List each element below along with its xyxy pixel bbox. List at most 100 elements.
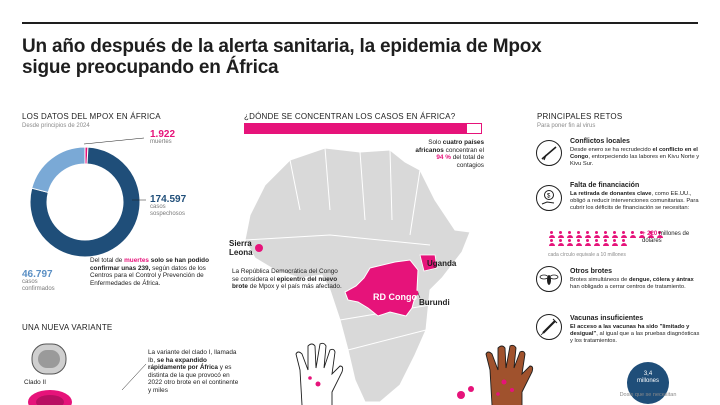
reto-1-title: Falta de financiación bbox=[570, 182, 640, 189]
money-person-icon bbox=[593, 239, 600, 246]
reto-2-desc-b: dengue, cólera y ántrax bbox=[628, 277, 694, 283]
money-unit: millones de dólares bbox=[642, 231, 690, 244]
money-person-icon bbox=[566, 231, 573, 238]
callout-c: concentran el bbox=[443, 146, 484, 154]
money-person-icon bbox=[656, 231, 663, 238]
sospechosos-label: casos sospechosos bbox=[150, 203, 186, 217]
note-muertes: muertes bbox=[124, 257, 149, 264]
pct-bar-fill bbox=[245, 124, 467, 133]
money-person-icon bbox=[638, 231, 645, 238]
note-post: solo se han podido confirmar unas 239, bbox=[90, 257, 209, 272]
money-person-icon bbox=[620, 239, 627, 246]
variante-text: La variante del clado I, llamada Ib, se … bbox=[148, 349, 240, 395]
page-title: Un año después de la alerta sanitaria, l… bbox=[22, 36, 542, 78]
burundi-dot bbox=[413, 290, 419, 296]
money-person-icon bbox=[629, 231, 636, 238]
money-person-icon bbox=[584, 231, 591, 238]
reto-0-desc-a: Desde enero se ha recrudecido bbox=[570, 147, 653, 153]
money-stat: + 220 millones de dólares bbox=[642, 231, 692, 245]
money-person-icon bbox=[611, 231, 618, 238]
hand-icon bbox=[295, 342, 344, 405]
label-uganda: Uganda bbox=[427, 259, 457, 268]
vac-unit: millones bbox=[636, 378, 659, 384]
syringe-icon bbox=[536, 314, 562, 340]
reto-1-desc-b: La retirada de donantes clave bbox=[570, 191, 652, 197]
mapa-heading: ¿DÓNDE SE CONCENTRAN LOS CASOS EN ÁFRICA… bbox=[244, 112, 456, 121]
sospechosos-number: 174.597 bbox=[150, 194, 187, 205]
variante-heading: UNA NUEVA VARIANTE bbox=[22, 323, 113, 332]
label-rd-congo: RD Congo bbox=[373, 292, 417, 302]
top-rule bbox=[22, 22, 698, 24]
label-burundi: Burundi bbox=[419, 298, 450, 307]
callout-pct: 94 % bbox=[436, 154, 451, 162]
virus-icon bbox=[28, 343, 72, 405]
donut-chart bbox=[29, 146, 141, 258]
reto-0-desc-b: el conflicto en el Congo bbox=[570, 147, 698, 160]
hand-icon-infected bbox=[485, 344, 534, 405]
rdc-note-c: de Mpox y el país más afectado. bbox=[247, 283, 342, 291]
money-person-icon bbox=[593, 231, 600, 238]
money-person-icon bbox=[548, 239, 555, 246]
money-person-icon bbox=[566, 239, 573, 246]
sierra-leona-dot bbox=[255, 244, 263, 252]
money-person-icon bbox=[575, 231, 582, 238]
confirmados-stat: 46.797 casos confirmados bbox=[22, 269, 72, 293]
reto-0-desc: Desde enero se ha recrudecido el conflic… bbox=[570, 147, 702, 167]
variante-text-c: y es distinta de la que provocó en 2022 … bbox=[148, 364, 239, 394]
reto-3-desc-b: El acceso a las vacunas ha sido "limitad… bbox=[570, 324, 690, 337]
reto-3-title: Vacunas insuficientes bbox=[570, 315, 644, 322]
reto-3-desc: El acceso a las vacunas ha sido "limitad… bbox=[570, 324, 702, 344]
datos-note: Del total de muertes solo se han podido … bbox=[90, 257, 210, 287]
vacunas-callout: 3,4 millones bbox=[627, 362, 669, 404]
money-person-icon bbox=[611, 239, 618, 246]
reto-1-desc-c: , como EE.UU., obligó a reducir interven… bbox=[570, 191, 699, 211]
callout-b: cuatro países africanos bbox=[415, 139, 484, 154]
vac-note: Dosis que se necesitan bbox=[619, 392, 677, 398]
money-person-icon bbox=[575, 239, 582, 246]
money-note: cada círculo equivale a 10 millones bbox=[548, 252, 626, 258]
variante-leader bbox=[121, 363, 147, 391]
reto-3-desc-c: , al igual que a las pruebas diagnóstica… bbox=[570, 330, 700, 344]
money-person-icon bbox=[557, 231, 564, 238]
datos-since: Desde principios de 2024 bbox=[22, 123, 90, 129]
donut-slice-casos-confirmados bbox=[31, 146, 86, 194]
mapa-callout: Solo cuatro países africanos concentran … bbox=[414, 139, 484, 169]
money-person-icon bbox=[647, 231, 654, 238]
mosquito-icon bbox=[536, 266, 562, 292]
rdc-note: La República Democrática del Congo se co… bbox=[232, 268, 344, 291]
vac-num: 3,4 bbox=[643, 371, 653, 377]
reto-1-desc: La retirada de donantes clave, como EE.U… bbox=[570, 191, 702, 211]
money-person-icon bbox=[620, 231, 627, 238]
money-person-icon bbox=[557, 239, 564, 246]
money-hand-icon: $ bbox=[536, 185, 562, 211]
confirmados-label: casos confirmados bbox=[22, 278, 55, 292]
retos-heading: PRINCIPALES RETOS bbox=[537, 112, 623, 121]
retos-sub: Para poner fin al virus bbox=[537, 123, 596, 129]
muertes-stat: 1.922 muertes bbox=[150, 129, 176, 146]
money-num: + 220 bbox=[642, 231, 658, 237]
variante-text-a: La variante del clado I, llamada Ib, bbox=[148, 349, 237, 364]
muertes-label: muertes bbox=[150, 138, 172, 145]
muertes-number: 1.922 bbox=[150, 129, 176, 140]
svg-text:$: $ bbox=[547, 194, 551, 200]
donut-slice-casos-sospechosos bbox=[29, 146, 141, 258]
rdc-note-a: La República Democrática del Congo se co… bbox=[232, 268, 338, 283]
pct-bar bbox=[244, 123, 482, 134]
reto-2-desc-a: Brotes simultáneos de bbox=[570, 277, 629, 283]
sospechosos-stat: 174.597 casos sospechosos bbox=[150, 194, 200, 218]
reto-2-desc: Brotes simultáneos de dengue, cólera y á… bbox=[570, 277, 702, 291]
leader-lines bbox=[83, 137, 146, 201]
note-pre: Del total de bbox=[90, 257, 125, 264]
rdc-note-b: epicentro del nuevo brote bbox=[232, 275, 338, 291]
reto-0-title: Conflictos locales bbox=[570, 138, 630, 145]
reto-0-desc-c: , entorpeciendo las labores en Kivu Nort… bbox=[570, 153, 700, 167]
reto-2-desc-c: han obligado a cerrar centros de tratami… bbox=[570, 283, 686, 290]
confirmados-number: 46.797 bbox=[22, 269, 53, 280]
variante-text-b: se ha expandido rápidamente por África bbox=[148, 356, 218, 372]
callout-d: del total de contagios bbox=[450, 154, 484, 169]
rifle-icon bbox=[536, 140, 562, 166]
money-person-icon bbox=[584, 239, 591, 246]
dot-pair bbox=[457, 386, 474, 399]
datos-heading: LOS DATOS DEL MPOX EN ÁFRICA bbox=[22, 112, 161, 121]
callout-a: Solo bbox=[428, 139, 443, 146]
